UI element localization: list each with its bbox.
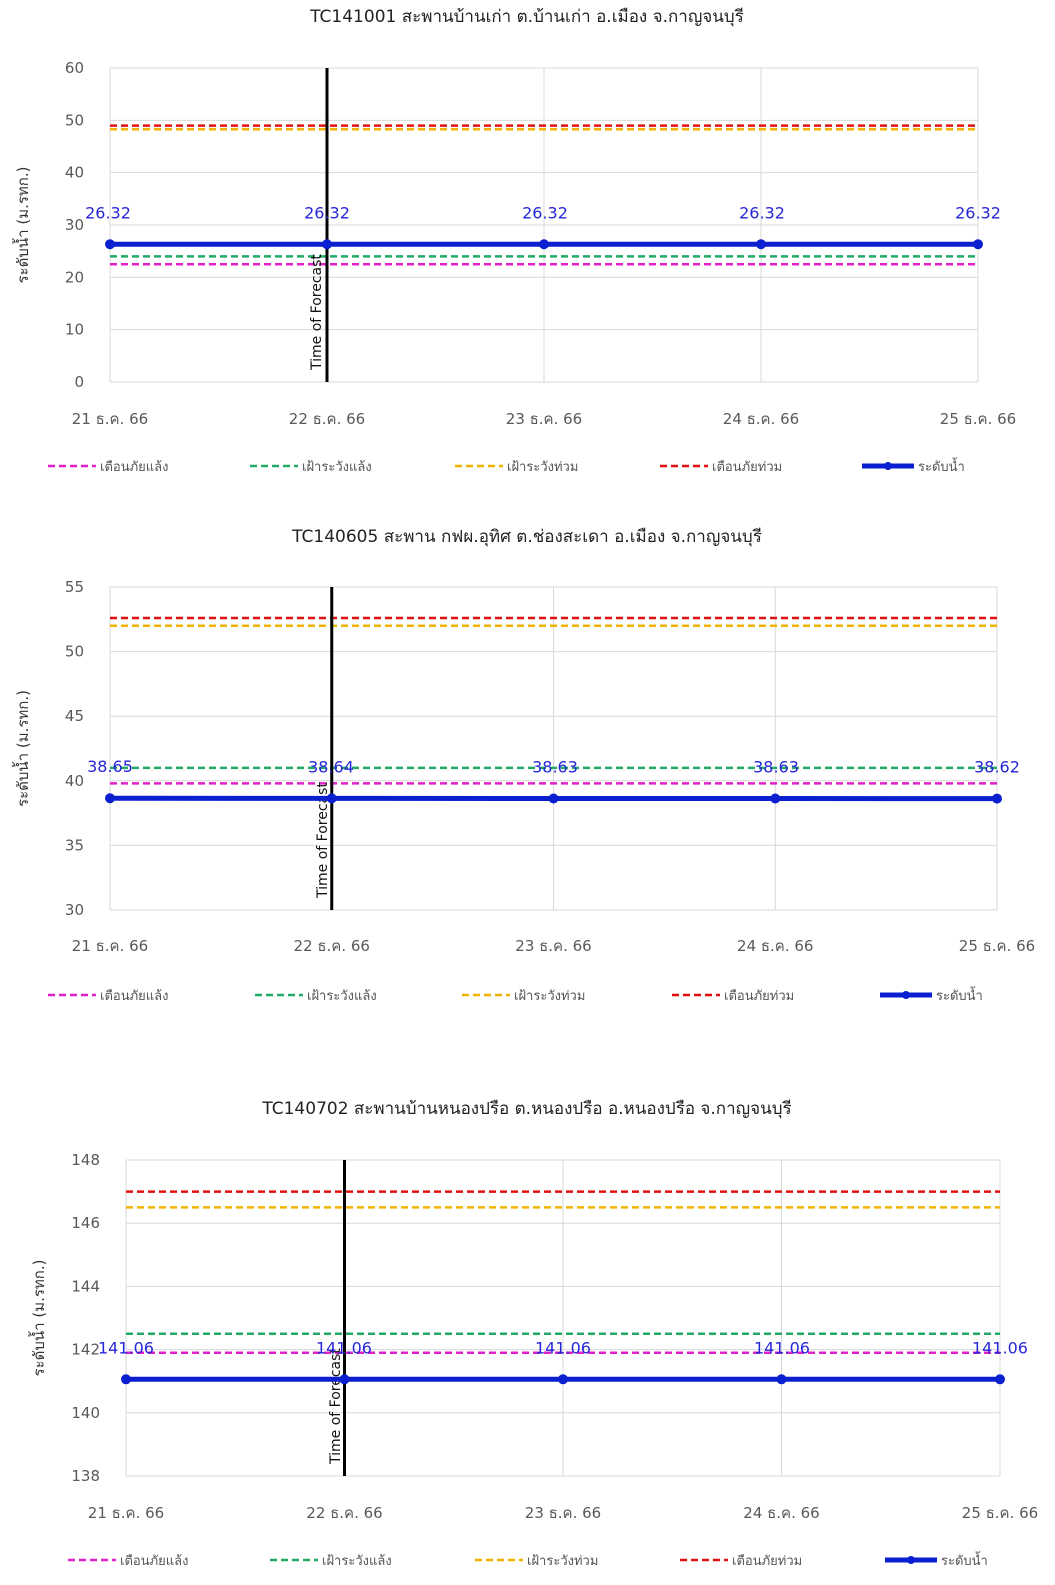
x-tick-label: 21 ธ.ค. 66: [72, 410, 148, 428]
y-tick-label: 50: [65, 643, 84, 661]
chart-title: TC141001 สะพานบ้านเก่า ต.บ้านเก่า อ.เมือ…: [309, 7, 744, 27]
legend-label: เฝ้าระวังท่วม: [527, 1554, 598, 1569]
water-level-point: [121, 1374, 131, 1385]
y-axis-label: ระดับน้ำ (ม.รทก.): [28, 1260, 48, 1377]
legend-label: เฝ้าระวังท่วม: [514, 989, 585, 1004]
x-tick-label: 23 ธ.ค. 66: [506, 410, 582, 428]
water-level-data-label: 26.32: [739, 203, 785, 222]
legend-marker: [902, 991, 910, 999]
legend-label: เฝ้าระวังท่วม: [507, 460, 578, 475]
legend-label: ระดับน้ำ: [936, 986, 983, 1004]
y-tick-label: 35: [65, 836, 84, 854]
water-level-data-label: 141.06: [535, 1338, 591, 1357]
legend-label: ระดับน้ำ: [918, 457, 965, 475]
legend-label: เฝ้าระวังแล้ง: [307, 989, 377, 1004]
water-level-point: [973, 239, 983, 250]
forecast-time-label: Time of Forecast: [315, 782, 331, 899]
water-level-data-label: 38.64: [308, 757, 354, 776]
water-level-point: [539, 239, 549, 250]
y-axis-label: ระดับน้ำ (ม.รทก.): [12, 690, 32, 807]
chart-panel-1: TC141001 สะพานบ้านเก่า ต.บ้านเก่า อ.เมือ…: [0, 0, 1055, 500]
water-level-data-label: 26.32: [85, 203, 131, 222]
water-level-point: [558, 1374, 568, 1385]
legend-label: เตือนภัยแล้ง: [100, 988, 168, 1004]
water-level-data-label: 141.06: [98, 1338, 154, 1357]
water-level-data-label: 141.06: [972, 1338, 1028, 1357]
water-level-data-label: 141.06: [316, 1338, 372, 1357]
water-level-data-label: 141.06: [754, 1338, 810, 1357]
y-tick-label: 0: [74, 373, 84, 391]
chart-title: TC140702 สะพานบ้านหนองปรือ ต.หนองปรือ อ.…: [261, 1099, 791, 1119]
y-axis-label: ระดับน้ำ (ม.รทก.): [12, 167, 32, 284]
water-level-point: [326, 793, 337, 804]
legend-label: ระดับน้ำ: [941, 1551, 988, 1569]
water-level-point: [770, 793, 781, 804]
y-tick-label: 50: [65, 111, 84, 129]
x-tick-label: 23 ธ.ค. 66: [515, 937, 591, 955]
y-tick-label: 138: [71, 1467, 100, 1485]
legend-label: เตือนภัยแล้ง: [100, 459, 168, 475]
water-level-point: [105, 793, 115, 804]
water-level-data-label: 26.32: [955, 203, 1001, 222]
water-level-point: [105, 239, 115, 250]
y-tick-label: 148: [71, 1151, 100, 1169]
water-level-data-label: 38.62: [974, 758, 1020, 777]
chart-svg: TC141001 สะพานบ้านเก่า ต.บ้านเก่า อ.เมือ…: [12, 7, 1016, 475]
y-tick-label: 40: [65, 164, 84, 182]
chart-panel-2: TC140605 สะพาน กฟผ.อุทิศ ต.ช่องสะเดา อ.เ…: [0, 520, 1055, 1040]
x-tick-label: 25 ธ.ค. 66: [962, 1504, 1038, 1522]
x-tick-label: 25 ธ.ค. 66: [959, 937, 1035, 955]
y-tick-label: 45: [65, 707, 84, 725]
water-level-point: [322, 239, 332, 250]
chart-svg: TC140702 สะพานบ้านหนองปรือ ต.หนองปรือ อ.…: [28, 1099, 1038, 1569]
water-level-data-label: 26.32: [304, 203, 350, 222]
water-level-point: [339, 1374, 350, 1385]
forecast-time-label: Time of Forecast: [309, 254, 325, 371]
x-tick-label: 23 ธ.ค. 66: [525, 1504, 601, 1522]
x-tick-label: 22 ธ.ค. 66: [306, 1504, 382, 1522]
legend-label: เตือนภัยท่วม: [732, 1553, 802, 1569]
water-level-data-label: 38.63: [532, 758, 578, 777]
water-level-point: [756, 239, 766, 250]
chart-panel-3: TC140702 สะพานบ้านหนองปรือ ต.หนองปรือ อ.…: [0, 1090, 1055, 1585]
legend-label: เตือนภัยแล้ง: [120, 1553, 188, 1569]
x-tick-label: 24 ธ.ค. 66: [723, 410, 799, 428]
water-level-point: [776, 1374, 787, 1385]
y-tick-label: 30: [65, 216, 84, 234]
y-tick-label: 30: [65, 901, 84, 919]
x-tick-label: 21 ธ.ค. 66: [72, 937, 148, 955]
y-tick-label: 140: [71, 1404, 100, 1422]
legend-label: เฝ้าระวังแล้ง: [322, 1554, 392, 1569]
x-tick-label: 22 ธ.ค. 66: [289, 410, 365, 428]
y-tick-label: 146: [71, 1214, 100, 1232]
y-tick-label: 40: [65, 772, 84, 790]
water-level-point: [992, 793, 1002, 804]
x-tick-label: 24 ธ.ค. 66: [737, 937, 813, 955]
y-tick-label: 55: [65, 578, 84, 596]
x-tick-label: 21 ธ.ค. 66: [88, 1504, 164, 1522]
y-tick-label: 142: [71, 1341, 100, 1359]
water-level-point: [995, 1374, 1005, 1385]
y-tick-label: 60: [65, 59, 84, 77]
x-tick-label: 25 ธ.ค. 66: [940, 410, 1016, 428]
legend-label: เตือนภัยท่วม: [712, 459, 782, 475]
y-tick-label: 20: [65, 268, 84, 286]
x-tick-label: 22 ธ.ค. 66: [294, 937, 370, 955]
legend-label: เตือนภัยท่วม: [724, 988, 794, 1004]
water-level-data-label: 38.63: [753, 758, 799, 777]
forecast-time-label: Time of Forecast: [328, 1348, 344, 1465]
legend-label: เฝ้าระวังแล้ง: [302, 460, 372, 475]
chart-title: TC140605 สะพาน กฟผ.อุทิศ ต.ช่องสะเดา อ.เ…: [291, 527, 762, 547]
water-level-data-label: 38.65: [87, 757, 133, 776]
x-tick-label: 24 ธ.ค. 66: [743, 1504, 819, 1522]
y-tick-label: 10: [65, 321, 84, 339]
legend-marker: [884, 462, 892, 470]
water-level-data-label: 26.32: [522, 203, 568, 222]
water-level-point: [548, 793, 559, 804]
y-tick-label: 144: [71, 1277, 100, 1295]
legend-marker: [907, 1556, 915, 1564]
chart-svg: TC140605 สะพาน กฟผ.อุทิศ ต.ช่องสะเดา อ.เ…: [12, 527, 1035, 1004]
